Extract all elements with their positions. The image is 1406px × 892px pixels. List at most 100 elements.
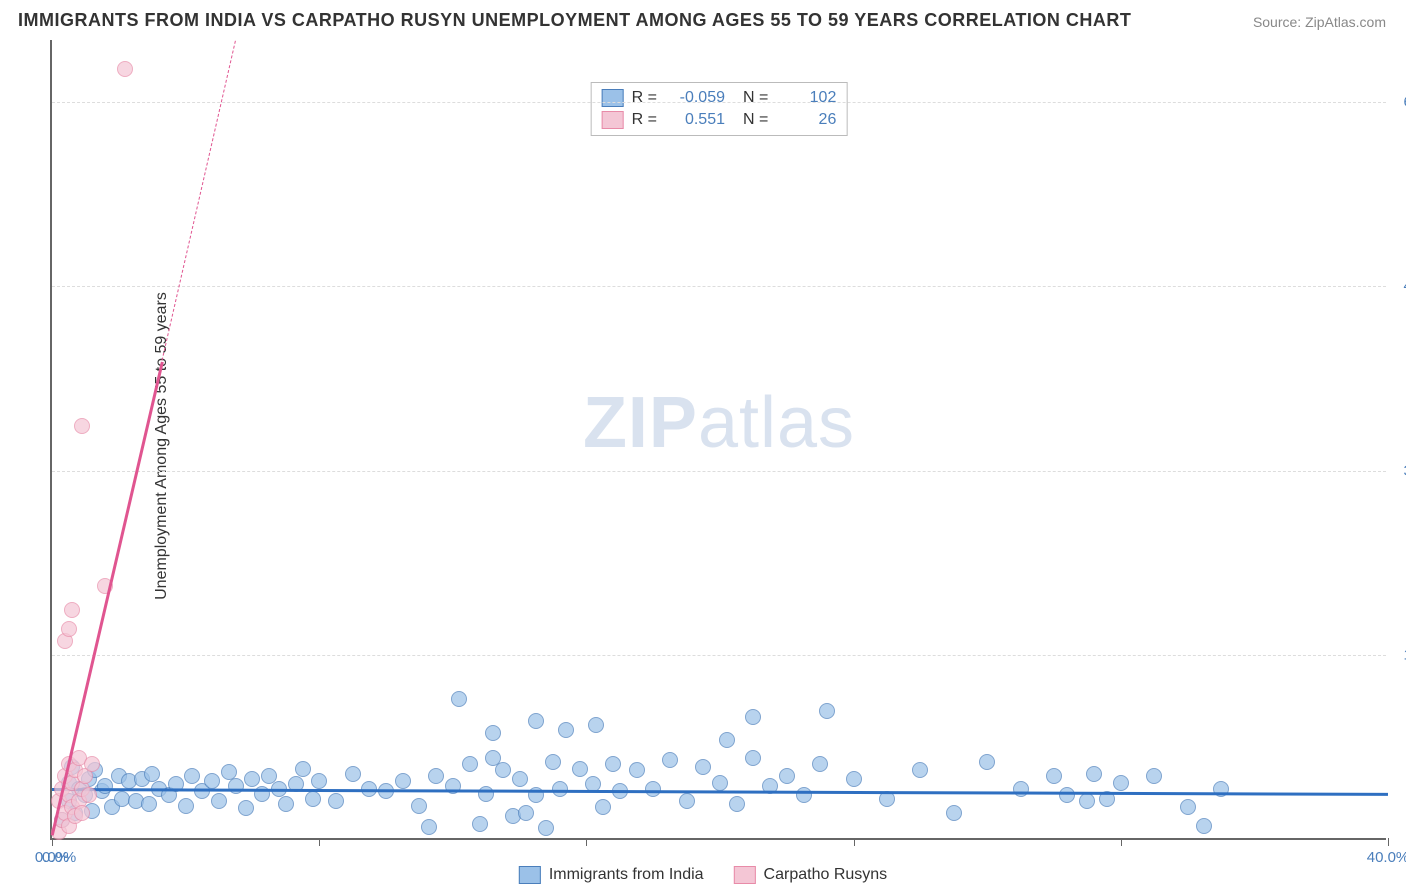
data-point bbox=[421, 819, 437, 835]
data-point bbox=[729, 796, 745, 812]
data-point bbox=[1079, 793, 1095, 809]
data-point bbox=[395, 773, 411, 789]
data-point bbox=[512, 771, 528, 787]
n-label: N = bbox=[743, 111, 768, 129]
r-value: -0.059 bbox=[665, 89, 725, 107]
data-point bbox=[1086, 766, 1102, 782]
data-point bbox=[244, 771, 260, 787]
chart-title: IMMIGRANTS FROM INDIA VS CARPATHO RUSYN … bbox=[18, 10, 1131, 31]
trend-line bbox=[51, 361, 164, 835]
data-point bbox=[712, 775, 728, 791]
n-label: N = bbox=[743, 89, 768, 107]
data-point bbox=[178, 798, 194, 814]
data-point bbox=[74, 805, 90, 821]
correlation-legend: R = -0.059 N = 102 R = 0.551 N = 26 bbox=[591, 82, 848, 136]
legend-row: R = 0.551 N = 26 bbox=[602, 109, 837, 131]
gridline-horizontal bbox=[52, 655, 1386, 656]
data-point bbox=[518, 805, 534, 821]
data-point bbox=[745, 709, 761, 725]
watermark-light: atlas bbox=[698, 383, 855, 463]
data-point bbox=[221, 764, 237, 780]
x-tick bbox=[586, 838, 587, 846]
source-prefix: Source: bbox=[1253, 14, 1305, 30]
n-value: 26 bbox=[776, 111, 836, 129]
data-point bbox=[1013, 781, 1029, 797]
legend-swatch bbox=[734, 866, 756, 884]
data-point bbox=[472, 816, 488, 832]
data-point bbox=[538, 820, 554, 836]
data-point bbox=[462, 756, 478, 772]
data-point bbox=[912, 762, 928, 778]
data-point bbox=[819, 703, 835, 719]
data-point bbox=[144, 766, 160, 782]
plot-area: ZIPatlas R =-0.059N =102R =0.551N =26 15… bbox=[50, 40, 1386, 840]
data-point bbox=[946, 805, 962, 821]
series-legend: Immigrants from India Carpatho Rusyns bbox=[519, 866, 887, 884]
gridline-horizontal bbox=[52, 471, 1386, 472]
data-point bbox=[485, 725, 501, 741]
legend-item: Immigrants from India bbox=[519, 866, 704, 884]
data-point bbox=[81, 787, 97, 803]
data-point bbox=[745, 750, 761, 766]
origin-label: 0.0% bbox=[42, 849, 76, 866]
data-point bbox=[545, 754, 561, 770]
data-point bbox=[629, 762, 645, 778]
data-point bbox=[478, 786, 494, 802]
source-name: ZipAtlas.com bbox=[1305, 14, 1386, 30]
data-point bbox=[238, 800, 254, 816]
data-point bbox=[311, 773, 327, 789]
data-point bbox=[979, 754, 995, 770]
data-point bbox=[662, 752, 678, 768]
legend-label: Carpatho Rusyns bbox=[764, 866, 888, 884]
data-point bbox=[495, 762, 511, 778]
x-tick bbox=[52, 838, 53, 846]
x-tick bbox=[854, 838, 855, 846]
data-point bbox=[552, 781, 568, 797]
data-point bbox=[305, 791, 321, 807]
r-label: R = bbox=[632, 89, 657, 107]
data-point bbox=[278, 796, 294, 812]
data-point bbox=[679, 793, 695, 809]
data-point bbox=[779, 768, 795, 784]
data-point bbox=[345, 766, 361, 782]
data-point bbox=[595, 799, 611, 815]
x-tick bbox=[1121, 838, 1122, 846]
r-value: 0.551 bbox=[665, 111, 725, 129]
x-tick bbox=[319, 838, 320, 846]
legend-swatch bbox=[602, 111, 624, 129]
data-point bbox=[451, 691, 467, 707]
data-point bbox=[719, 732, 735, 748]
data-point bbox=[74, 418, 90, 434]
data-point bbox=[204, 773, 220, 789]
gridline-horizontal bbox=[52, 286, 1386, 287]
data-point bbox=[328, 793, 344, 809]
data-point bbox=[1146, 768, 1162, 784]
legend-swatch bbox=[519, 866, 541, 884]
data-point bbox=[211, 793, 227, 809]
data-point bbox=[528, 713, 544, 729]
data-point bbox=[1196, 818, 1212, 834]
data-point bbox=[558, 722, 574, 738]
data-point bbox=[84, 756, 100, 772]
gridline-horizontal bbox=[52, 102, 1386, 103]
legend-swatch bbox=[602, 89, 624, 107]
data-point bbox=[572, 761, 588, 777]
data-point bbox=[695, 759, 711, 775]
x-tick bbox=[1388, 838, 1389, 846]
data-point bbox=[64, 602, 80, 618]
r-label: R = bbox=[632, 111, 657, 129]
data-point bbox=[411, 798, 427, 814]
data-point bbox=[1113, 775, 1129, 791]
legend-label: Immigrants from India bbox=[549, 866, 704, 884]
legend-row: R = -0.059 N = 102 bbox=[602, 87, 837, 109]
data-point bbox=[1046, 768, 1062, 784]
data-point bbox=[295, 761, 311, 777]
trend-line bbox=[162, 40, 236, 360]
source-attribution: Source: ZipAtlas.com bbox=[1253, 14, 1386, 30]
n-value: 102 bbox=[776, 89, 836, 107]
data-point bbox=[645, 781, 661, 797]
data-point bbox=[1059, 787, 1075, 803]
data-point bbox=[428, 768, 444, 784]
data-point bbox=[1180, 799, 1196, 815]
data-point bbox=[228, 778, 244, 794]
